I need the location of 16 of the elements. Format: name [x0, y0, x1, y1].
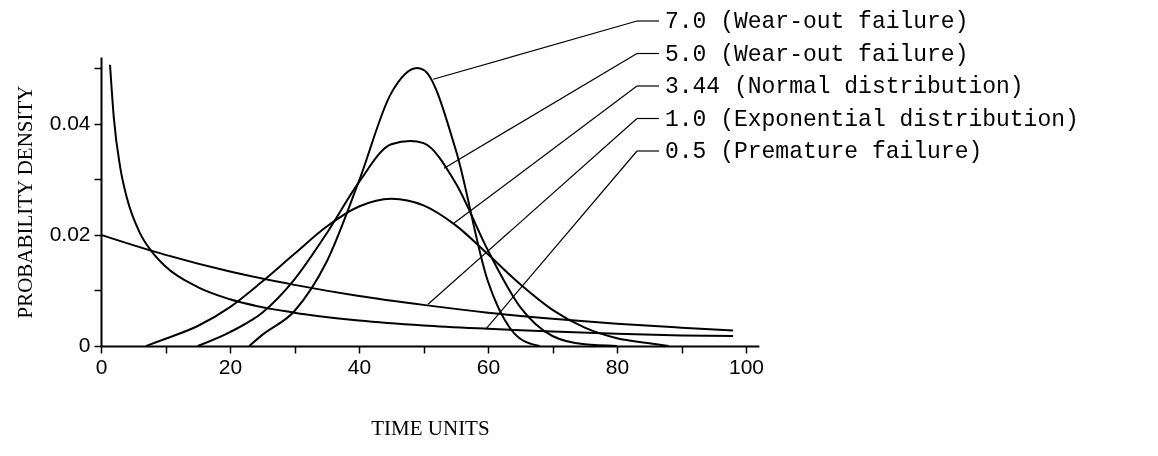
- annotation: 1.0 (Exponential distribution): [664, 106, 1079, 133]
- x-tick-label: 40: [347, 355, 372, 379]
- x-axis-title: TIME UNITS: [371, 416, 490, 441]
- x-tick-label: 80: [605, 355, 630, 379]
- annotation: 0.5 (Premature failure): [664, 139, 983, 165]
- annotation: 7.0 (Wear-out failure): [664, 9, 969, 35]
- y-tick-label: 0.04: [49, 111, 91, 135]
- y-tick-label: 0: [78, 333, 91, 357]
- annotation: 3.44 (Normal distribution): [664, 74, 1024, 100]
- y-tick-label: 0.02: [49, 222, 91, 246]
- x-tick-label: 60: [476, 355, 501, 379]
- x-tick-label: 100: [728, 355, 764, 379]
- y-axis-title: PROBABILITY DENSITY: [12, 85, 37, 319]
- x-tick-label: 20: [218, 355, 243, 379]
- annotation: 5.0 (Wear-out failure): [664, 41, 969, 68]
- x-tick-label: 0: [95, 355, 108, 379]
